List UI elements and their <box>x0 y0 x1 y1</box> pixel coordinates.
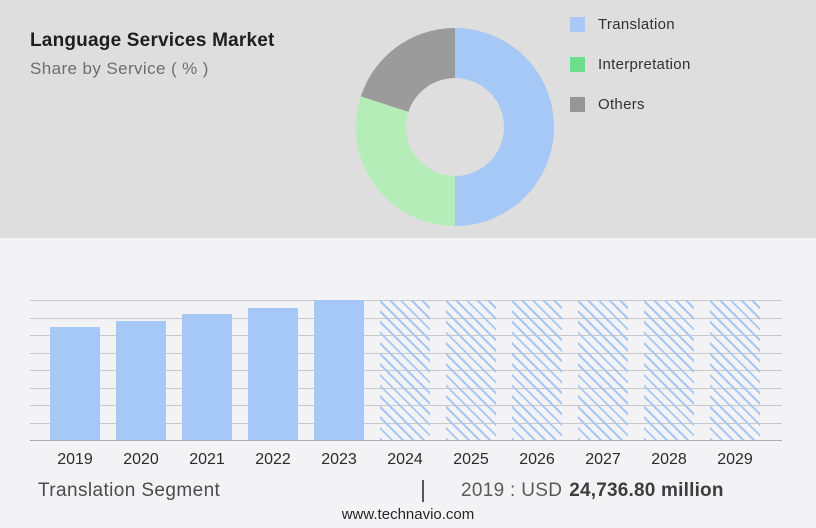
bar-2022 <box>248 308 298 440</box>
forecast-bar-2029 <box>710 300 760 440</box>
x-tick-2021: 2021 <box>189 451 225 468</box>
others-swatch-icon <box>570 97 585 112</box>
title-block: Language Services Market Share by Servic… <box>30 30 275 79</box>
donut-hole <box>406 78 504 176</box>
x-tick-2026: 2026 <box>519 451 555 468</box>
legend-label: Translation <box>598 16 675 33</box>
legend-item-others: Others <box>570 96 691 113</box>
bar-2023 <box>314 300 364 440</box>
value-year-prefix: 2019 : USD <box>461 480 563 501</box>
legend-label: Interpretation <box>598 56 691 73</box>
bar-slot-2028: 2028 <box>636 300 702 469</box>
value-amount: 24,736.80 million <box>569 480 724 501</box>
bar-2019 <box>50 327 100 440</box>
caption-separator: | <box>420 476 426 502</box>
interpretation-swatch-icon <box>570 57 585 72</box>
bar-slot-2024: 2024 <box>372 300 438 469</box>
forecast-bar-2025 <box>446 300 496 440</box>
x-tick-2024: 2024 <box>387 451 423 468</box>
legend-item-interpretation: Interpretation <box>570 56 691 73</box>
bar-slot-2021: 2021 <box>174 300 240 469</box>
forecast-bar-2024 <box>380 300 430 440</box>
legend-item-translation: Translation <box>570 16 691 33</box>
x-tick-2029: 2029 <box>717 451 753 468</box>
x-tick-2025: 2025 <box>453 451 489 468</box>
donut-panel: Language Services Market Share by Servic… <box>0 0 816 238</box>
bar-slot-2022: 2022 <box>240 300 306 469</box>
x-tick-2020: 2020 <box>123 451 159 468</box>
footer-url: www.technavio.com <box>341 506 475 523</box>
segment-value: 2019 : USD 24,736.80 million <box>461 480 724 502</box>
page-subtitle: Share by Service ( % ) <box>30 59 209 78</box>
x-tick-2023: 2023 <box>321 451 357 468</box>
page-title: Language Services Market <box>30 30 275 51</box>
forecast-bar-2028 <box>644 300 694 440</box>
bar-slots: 2019 2020 2021 2022 2023 2024 2025 2026 2027 2028… <box>42 300 768 469</box>
bar-slot-2026: 2026 <box>504 300 570 469</box>
bar-slot-2027: 2027 <box>570 300 636 469</box>
forecast-bar-2026 <box>512 300 562 440</box>
bar-panel: 2019 2020 2021 2022 2023 2024 2025 2026 2027 2028… <box>0 238 816 528</box>
x-tick-2019: 2019 <box>57 451 93 468</box>
x-tick-2022: 2022 <box>255 451 291 468</box>
x-tick-2027: 2027 <box>585 451 621 468</box>
bar-2021 <box>182 314 232 440</box>
x-axis-line <box>30 440 782 441</box>
bar-slot-2025: 2025 <box>438 300 504 469</box>
legend-label: Others <box>598 96 645 113</box>
x-tick-2028: 2028 <box>651 451 687 468</box>
donut-chart <box>356 28 554 226</box>
bar-2020 <box>116 321 166 440</box>
translation-swatch-icon <box>570 17 585 32</box>
bar-slot-2023: 2023 <box>306 300 372 469</box>
bar-slot-2029: 2029 <box>702 300 768 469</box>
segment-label: Translation Segment <box>38 480 221 501</box>
legend: Translation Interpretation Others <box>570 16 691 113</box>
bar-slot-2019: 2019 <box>42 300 108 469</box>
forecast-bar-2027 <box>578 300 628 440</box>
bar-slot-2020: 2020 <box>108 300 174 469</box>
